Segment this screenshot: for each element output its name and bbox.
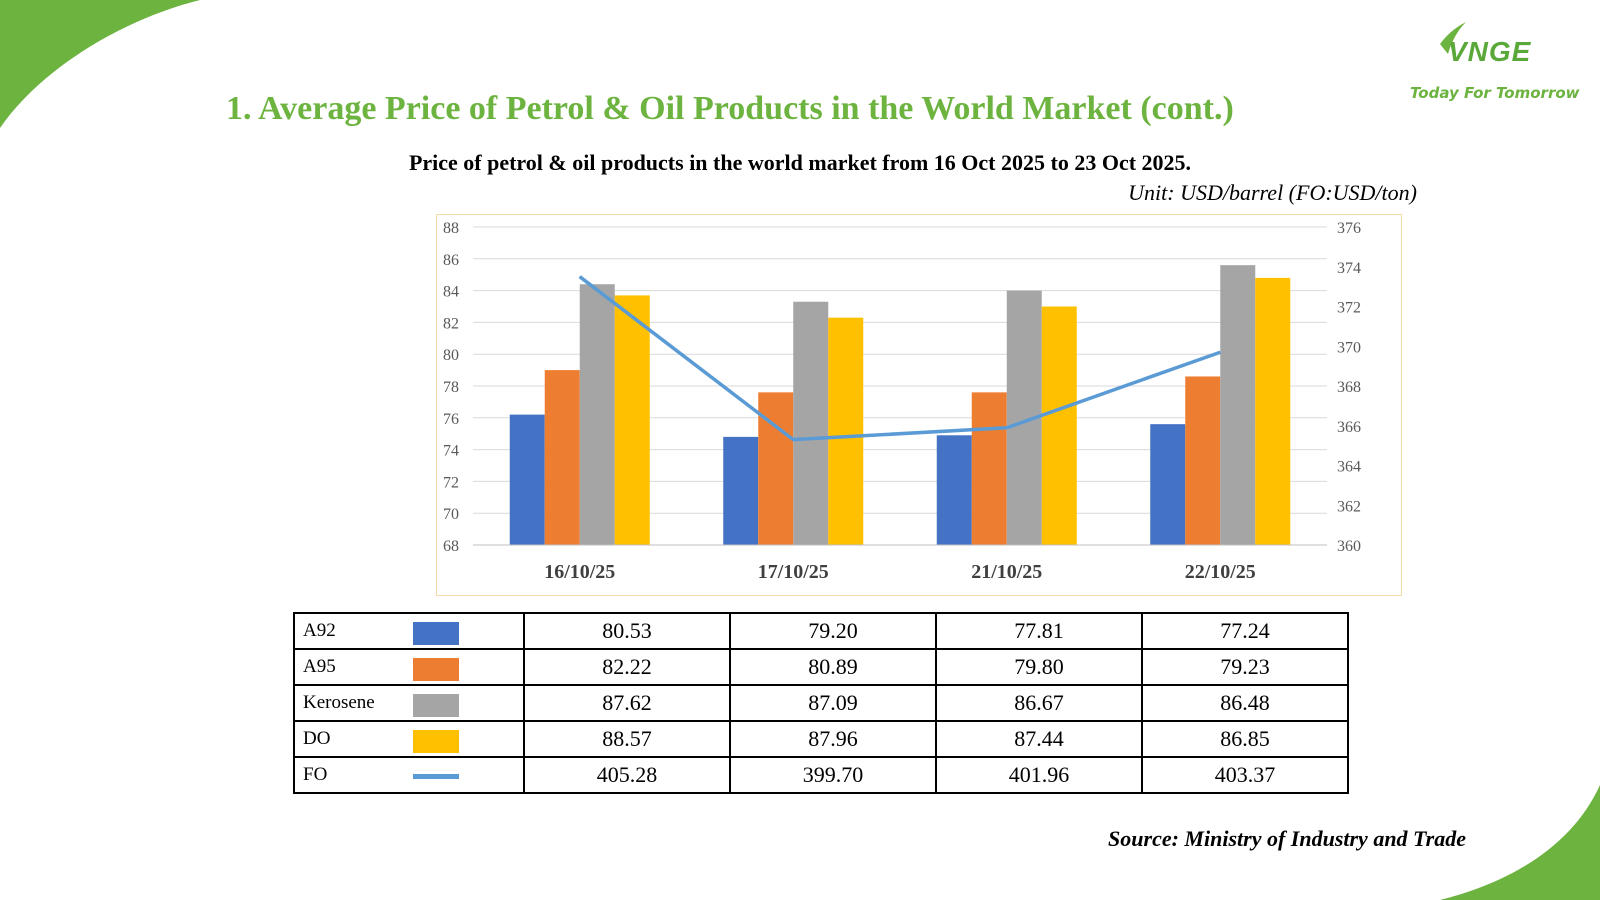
table-row: A92 80.53 79.20 77.81 77.24	[293, 612, 1349, 650]
y-tick-label: 72	[443, 474, 459, 491]
x-tick-label: 16/10/25	[544, 561, 615, 583]
logo-leaf-icon	[1440, 22, 1466, 54]
legend-swatch	[413, 658, 459, 681]
y2-tick-label: 374	[1337, 260, 1361, 277]
chart-title: Price of petrol & oil products in the wo…	[408, 150, 1192, 175]
chart-canvas: 68 70 72 74 76 78 80 82 84 86 88 360 362 364 366 368 370…	[443, 220, 1361, 583]
x-tick-label: 21/10/25	[971, 561, 1042, 583]
bar-a92	[509, 414, 545, 545]
value-cell: 405.28	[523, 756, 731, 794]
bar-a95	[1185, 376, 1221, 545]
row-label: A95	[303, 656, 336, 678]
legend-swatch	[413, 694, 459, 717]
price-chart: 68 70 72 74 76 78 80 82 84 86 88 360 362 364 366 368 370…	[436, 214, 1402, 596]
line-point-fo	[792, 439, 794, 441]
table-row: A95 82.22 80.89 79.80 79.23	[293, 648, 1349, 686]
y2-tick-label: 376	[1337, 220, 1361, 237]
row-label-cell: A95	[293, 648, 525, 686]
bar-do	[614, 295, 650, 545]
value-cell: 79.23	[1141, 648, 1349, 686]
value-cell: 79.80	[935, 648, 1143, 686]
table-row: FO 405.28 399.70 401.96 403.37	[293, 756, 1349, 794]
y-tick-label: 80	[443, 347, 459, 364]
y2-tick-label: 360	[1337, 538, 1361, 555]
value-cell: 87.09	[729, 684, 937, 722]
value-cell: 401.96	[935, 756, 1143, 794]
bar-do	[1041, 306, 1077, 545]
value-cell: 79.20	[729, 612, 937, 650]
top-left-swoosh	[0, 0, 200, 128]
bar-a92	[723, 436, 759, 545]
y-tick-label: 88	[443, 220, 459, 237]
row-label-cell: A92	[293, 612, 525, 650]
unit-label: Unit: USD/barrel (FO:USD/ton)	[1128, 180, 1417, 205]
y2-tick-label: 364	[1337, 459, 1361, 476]
y-tick-label: 86	[443, 252, 459, 269]
legend-swatch	[413, 774, 459, 779]
y2-tick-label: 362	[1337, 498, 1361, 515]
row-label: FO	[303, 764, 328, 786]
y2-tick-label: 368	[1337, 379, 1361, 396]
bar-a95	[971, 392, 1007, 545]
source-note: Source: Ministry of Industry and Trade	[1108, 826, 1466, 851]
logo-mark: VNGE	[1448, 36, 1532, 67]
row-label-cell: Kerosene	[293, 684, 525, 722]
x-tick-label: 22/10/25	[1185, 561, 1256, 583]
row-label: Kerosene	[303, 692, 375, 714]
table-row: Kerosene 87.62 87.09 86.67 86.48	[293, 684, 1349, 722]
y-tick-label: 78	[443, 379, 459, 396]
row-label-cell: DO	[293, 720, 525, 758]
value-cell: 80.89	[729, 648, 937, 686]
page-title: 1. Average Price of Petrol & Oil Product…	[226, 90, 1234, 127]
company-logo: VNGE Today For Tomorrow	[1380, 14, 1580, 110]
y-tick-label: 82	[443, 315, 459, 332]
value-cell: 87.62	[523, 684, 731, 722]
value-cell: 80.53	[523, 612, 731, 650]
value-cell: 403.37	[1141, 756, 1349, 794]
logo-tagline: Today For Tomorrow	[1410, 84, 1580, 102]
value-cell: 399.70	[729, 756, 937, 794]
bar-a92	[936, 435, 972, 545]
value-cell: 87.96	[729, 720, 937, 758]
line-point-fo	[579, 276, 581, 278]
y2-tick-label: 366	[1337, 419, 1361, 436]
value-cell: 77.81	[935, 612, 1143, 650]
row-label: DO	[303, 728, 331, 750]
value-cell: 86.67	[935, 684, 1143, 722]
legend-swatch	[413, 622, 459, 645]
value-cell: 86.85	[1141, 720, 1349, 758]
bar-kerosene	[1220, 265, 1256, 545]
bar-a92	[1150, 424, 1186, 545]
y-tick-label: 70	[443, 506, 459, 523]
row-label-cell: FO	[293, 756, 525, 794]
y-tick-label: 84	[443, 284, 459, 301]
y-tick-label: 68	[443, 538, 459, 555]
value-cell: 88.57	[523, 720, 731, 758]
line-point-fo	[1219, 351, 1221, 353]
bar-a95	[544, 370, 580, 545]
bar-kerosene	[579, 284, 615, 545]
y-tick-label: 76	[443, 411, 459, 428]
y2-tick-label: 372	[1337, 300, 1361, 317]
bar-do	[828, 317, 864, 545]
table-row: DO 88.57 87.96 87.44 86.85	[293, 720, 1349, 758]
y-tick-label: 74	[443, 443, 459, 460]
row-label: A92	[303, 620, 336, 642]
value-cell: 82.22	[523, 648, 731, 686]
line-point-fo	[1006, 427, 1008, 429]
y2-tick-label: 370	[1337, 339, 1361, 356]
legend-swatch	[413, 730, 459, 753]
x-tick-label: 17/10/25	[758, 561, 829, 583]
value-cell: 87.44	[935, 720, 1143, 758]
bar-kerosene	[793, 301, 829, 545]
series-line-fo	[578, 275, 1221, 442]
value-cell: 86.48	[1141, 684, 1349, 722]
bottom-right-swoosh	[1440, 785, 1600, 900]
value-cell: 77.24	[1141, 612, 1349, 650]
bar-do	[1255, 277, 1291, 545]
price-table: A92 80.53 79.20 77.81 77.24 A95 82.22 80.89 79.8…	[293, 612, 1349, 794]
